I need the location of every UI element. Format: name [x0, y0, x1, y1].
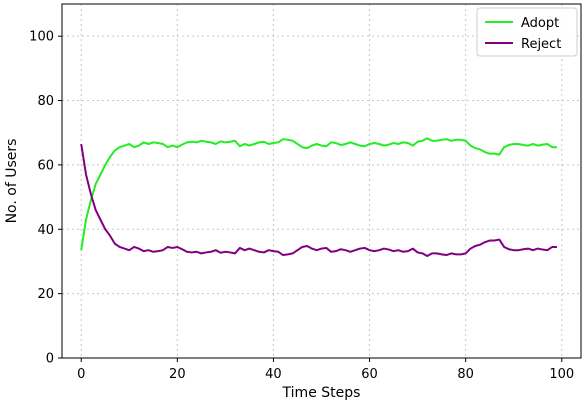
y-tick-label: 0 — [46, 352, 54, 367]
x-tick-label: 60 — [361, 367, 378, 382]
legend: Adopt Reject — [476, 7, 578, 57]
y-tick-label: 20 — [37, 287, 54, 302]
y-axis-label: No. of Users — [4, 139, 20, 224]
series-line-adopt — [80, 137, 557, 251]
x-axis-label: Time Steps — [282, 385, 361, 401]
series-line-reject — [80, 143, 557, 257]
y-tick-label: 100 — [29, 30, 54, 45]
plot-frame — [61, 3, 582, 359]
y-tick-label: 40 — [37, 223, 54, 238]
axis-ticks: 0 20 40 60 80 100 0 20 40 60 80 100 — [29, 30, 574, 382]
x-tick-label: 0 — [77, 367, 85, 382]
x-tick-label: 80 — [457, 367, 474, 382]
y-tick-label: 80 — [37, 94, 54, 109]
x-tick-label: 20 — [169, 367, 186, 382]
grid-lines — [62, 4, 581, 359]
legend-label: Adopt — [521, 16, 559, 31]
x-tick-label: 100 — [549, 367, 574, 382]
x-tick-label: 40 — [265, 367, 282, 382]
series-lines — [80, 137, 557, 257]
y-tick-label: 60 — [37, 158, 54, 173]
legend-label: Reject — [521, 37, 561, 52]
